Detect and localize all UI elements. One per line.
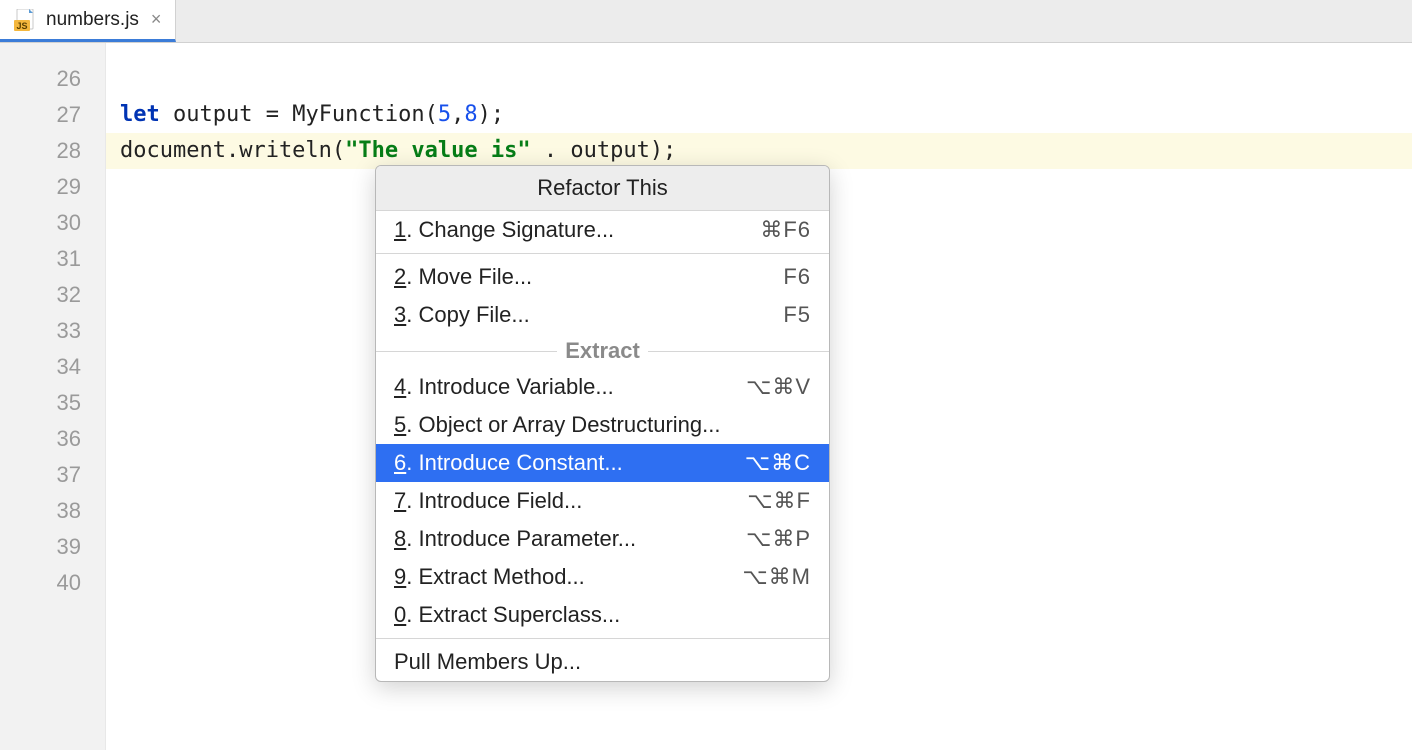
menu-item-label: 7. Introduce Field...: [394, 488, 582, 514]
menu-item[interactable]: 3. Copy File... F5: [376, 296, 829, 334]
gutter-line: 36: [0, 421, 105, 457]
gutter-line: 39: [0, 529, 105, 565]
menu-item[interactable]: 0. Extract Superclass...: [376, 596, 829, 634]
menu-item-label: 3. Copy File...: [394, 302, 530, 328]
gutter-line: 26: [0, 61, 105, 97]
menu-item[interactable]: Pull Members Up...: [376, 643, 829, 681]
code-line[interactable]: document.writeln("The value is" . output…: [106, 133, 1412, 169]
menu-item[interactable]: 7. Introduce Field... ⌥⌘F: [376, 482, 829, 520]
menu-item[interactable]: 4. Introduce Variable... ⌥⌘V: [376, 368, 829, 406]
gutter-line: 38: [0, 493, 105, 529]
gutter-line: 28: [0, 133, 105, 169]
menu-item-label: Pull Members Up...: [394, 649, 581, 675]
code-line[interactable]: let output = MyFunction(5,8);: [106, 97, 1412, 133]
js-file-icon: JS: [14, 9, 38, 31]
menu-separator: [376, 253, 829, 254]
menu-item-shortcut: ⌥⌘F: [747, 488, 811, 514]
menu-item-shortcut: ⌘F6: [760, 217, 811, 243]
menu-group-label: Extract: [376, 338, 829, 364]
menu-item[interactable]: 9. Extract Method... ⌥⌘M: [376, 558, 829, 596]
menu-item[interactable]: 8. Introduce Parameter... ⌥⌘P: [376, 520, 829, 558]
close-icon[interactable]: ×: [151, 9, 162, 30]
menu-item-shortcut: ⌥⌘P: [746, 526, 811, 552]
menu-item-label: 9. Extract Method...: [394, 564, 585, 590]
menu-item-shortcut: ⌥⌘M: [742, 564, 811, 590]
svg-text:JS: JS: [16, 21, 27, 31]
gutter-line: 30: [0, 205, 105, 241]
menu-separator: [376, 638, 829, 639]
tab-numbers-js[interactable]: JS numbers.js ×: [0, 0, 176, 42]
gutter-line: 27: [0, 97, 105, 133]
popup-title: Refactor This: [376, 166, 829, 211]
refactor-popup: Refactor This 1. Change Signature... ⌘F6 2…: [375, 165, 830, 682]
gutter-line: 35: [0, 385, 105, 421]
menu-item-shortcut: ⌥⌘V: [746, 374, 811, 400]
menu-item-label: 8. Introduce Parameter...: [394, 526, 636, 552]
gutter-line: 37: [0, 457, 105, 493]
menu-item[interactable]: 5. Object or Array Destructuring...: [376, 406, 829, 444]
menu-item-label: 2. Move File...: [394, 264, 532, 290]
gutter-line: 40: [0, 565, 105, 601]
gutter-line: 29: [0, 169, 105, 205]
menu-item-label: 4. Introduce Variable...: [394, 374, 614, 400]
tab-bar: JS numbers.js ×: [0, 0, 1412, 43]
menu-item[interactable]: 6. Introduce Constant... ⌥⌘C: [376, 444, 829, 482]
code-line[interactable]: [106, 61, 1412, 97]
menu-item[interactable]: 2. Move File... F6: [376, 258, 829, 296]
menu-item-label: 0. Extract Superclass...: [394, 602, 620, 628]
gutter-line: 31: [0, 241, 105, 277]
tab-label: numbers.js: [46, 9, 139, 31]
menu-item-shortcut: ⌥⌘C: [745, 450, 811, 476]
gutter-line: 34: [0, 349, 105, 385]
menu-item-shortcut: F5: [783, 302, 811, 328]
menu-item-label: 5. Object or Array Destructuring...: [394, 412, 720, 438]
menu-item-label: 1. Change Signature...: [394, 217, 614, 243]
menu-item-label: 6. Introduce Constant...: [394, 450, 623, 476]
gutter: 262728293031323334353637383940: [0, 43, 106, 750]
menu-item-shortcut: F6: [783, 264, 811, 290]
gutter-line: 32: [0, 277, 105, 313]
gutter-line: 33: [0, 313, 105, 349]
menu-item[interactable]: 1. Change Signature... ⌘F6: [376, 211, 829, 249]
